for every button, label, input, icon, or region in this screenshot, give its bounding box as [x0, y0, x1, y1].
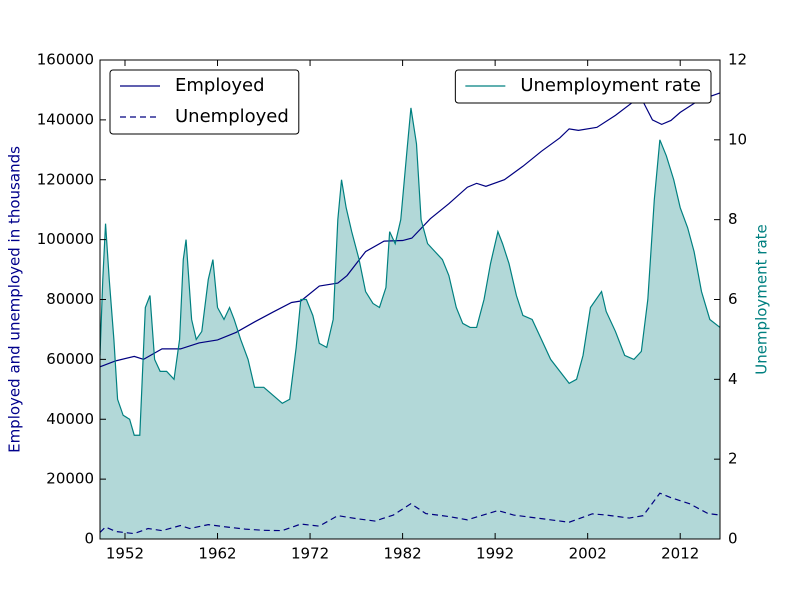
- y2-tick-label: 0: [728, 530, 738, 548]
- y-tick-label: 60000: [46, 350, 94, 368]
- y2-axis-label: Unemployment rate: [753, 224, 771, 375]
- legend-box: [454, 69, 712, 104]
- y-tick-label: 80000: [46, 290, 94, 308]
- y2-tick-label: 2: [728, 450, 738, 468]
- x-tick-label: 1962: [198, 545, 236, 563]
- y-tick-label: 160000: [37, 51, 94, 69]
- y2-tick-label: 4: [728, 370, 738, 388]
- data-line: [99, 107, 721, 436]
- legend: Employed Unemployed: [109, 69, 300, 135]
- legend-label: Unemployed: [175, 106, 289, 127]
- x-tick-label: 1952: [106, 545, 144, 563]
- y-axis-label: Employed and unemployed in thousands: [6, 146, 24, 453]
- x-tick-label: 2002: [569, 545, 607, 563]
- x-tick-label: 1992: [476, 545, 514, 563]
- y-tick-label: 140000: [37, 110, 94, 128]
- y-tick-label: 100000: [37, 230, 94, 248]
- y2-tick-label: 8: [728, 210, 738, 228]
- y-tick-label: 40000: [46, 410, 94, 428]
- x-tick-label: 1972: [291, 545, 329, 563]
- x-tick-label: 1982: [384, 545, 422, 563]
- area-fill: [100, 107, 720, 540]
- y2-tick-label: 12: [728, 51, 747, 69]
- legend-label: Employed: [175, 75, 265, 96]
- legend-label: Unemployment rate: [520, 75, 701, 96]
- y-tick-label: 0: [84, 530, 94, 548]
- legend: Unemployment rate: [454, 69, 712, 104]
- data-line: [99, 492, 721, 535]
- y2-tick-label: 10: [728, 130, 747, 148]
- y2-tick-label: 6: [728, 290, 738, 308]
- y-tick-label: 120000: [37, 170, 94, 188]
- y-tick-label: 20000: [46, 470, 94, 488]
- x-tick-label: 2012: [661, 545, 699, 563]
